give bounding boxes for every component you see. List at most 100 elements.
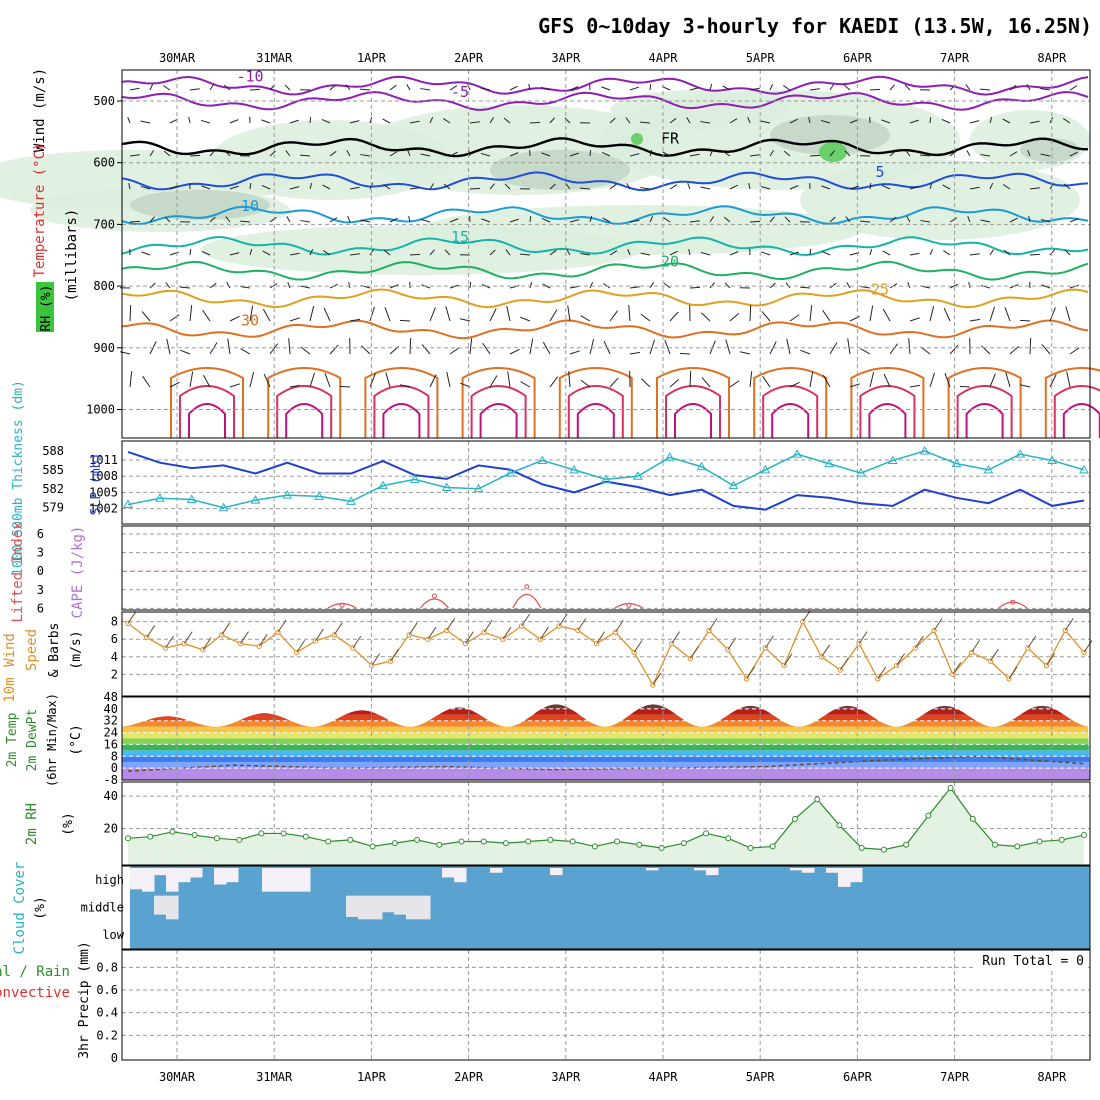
wind-barb xyxy=(169,185,179,190)
wind-barb xyxy=(907,281,911,289)
wind-barb xyxy=(700,121,711,124)
cloud-high-bar xyxy=(214,868,227,885)
rh-marker xyxy=(525,838,532,845)
wind-barb xyxy=(701,312,711,322)
wind-barb xyxy=(383,184,391,190)
cloud-middle-bar xyxy=(418,895,431,920)
date-label-bottom: 4APR xyxy=(649,1070,679,1084)
wind-barb xyxy=(1041,344,1051,355)
wind-barb xyxy=(829,84,835,91)
wind-barb xyxy=(847,338,851,355)
rh-marker xyxy=(236,836,243,843)
wind-barb xyxy=(505,249,511,256)
wind-barb xyxy=(821,250,831,256)
wind-barb xyxy=(609,377,619,388)
top-date-axis: 30MAR 31MAR 1APR 2APR 3APR 4APR 5APR 6APR 7APR 8A… xyxy=(159,51,1067,65)
wind-barb xyxy=(509,152,519,157)
warm-contour xyxy=(947,367,1022,438)
wind-barb xyxy=(869,88,880,91)
wind-barb xyxy=(549,376,559,388)
axis-title: & Barbs xyxy=(47,623,62,678)
wind-barb xyxy=(789,185,799,190)
wind-barb xyxy=(829,150,835,157)
rh-marker xyxy=(147,833,154,840)
rh-marker xyxy=(836,822,843,829)
thickness-marker xyxy=(537,455,548,464)
wind-barb xyxy=(468,149,471,157)
wind-barb xyxy=(209,150,215,157)
warm-contour xyxy=(576,403,615,438)
wind-barb xyxy=(829,342,838,355)
rh-marker xyxy=(925,812,932,819)
wind-barb xyxy=(503,117,511,124)
cloud-high-bar xyxy=(166,868,179,892)
wind-barb xyxy=(882,308,891,322)
wind-barb xyxy=(323,307,331,322)
wind-barb xyxy=(201,250,211,256)
wind-barb xyxy=(609,250,618,256)
wind-barb xyxy=(149,282,156,289)
wind-barb xyxy=(569,350,580,355)
rh-marker xyxy=(1014,843,1021,850)
wind-barb xyxy=(309,182,313,190)
panel-frame xyxy=(121,949,1091,1061)
wind-barb xyxy=(989,116,993,124)
wind-barb xyxy=(289,252,300,256)
panel-frame xyxy=(121,865,1091,950)
wind-barb xyxy=(1009,345,1020,355)
wind10m-barb xyxy=(764,635,774,649)
wind10m-barb xyxy=(746,666,756,680)
wind-barb xyxy=(822,309,831,322)
date-label-top: 31MAR xyxy=(256,51,293,65)
wind-barb xyxy=(481,218,491,223)
temperature-contour xyxy=(121,319,1089,340)
wind-barb xyxy=(449,85,458,91)
wind-barb xyxy=(809,248,812,256)
wind-barb xyxy=(1005,372,1011,388)
wind10m-barb xyxy=(1046,653,1055,666)
wind-barb xyxy=(339,385,351,388)
wind-barb xyxy=(541,152,551,157)
wind10m-barb xyxy=(352,635,362,649)
wind-barb xyxy=(904,84,911,91)
wind-barb xyxy=(942,184,951,190)
rh-marker xyxy=(814,796,821,803)
wind-barb xyxy=(149,216,155,223)
wind-barb xyxy=(369,183,374,190)
wind10m-barb xyxy=(671,631,681,644)
wind10m-line xyxy=(127,620,1085,687)
ytick-label: 800 xyxy=(93,279,115,293)
wind-barb xyxy=(1009,84,1017,91)
warm-contour xyxy=(170,367,244,438)
thickness-marker xyxy=(250,495,261,504)
wind-barb xyxy=(169,118,178,124)
precip-tick-label: 0.4 xyxy=(96,1006,118,1020)
date-label-top: 8APR xyxy=(1037,51,1067,65)
wind-barb xyxy=(528,83,531,91)
warm-contour xyxy=(285,403,324,438)
wind-barb xyxy=(1019,319,1031,322)
wind10m-barb xyxy=(296,640,306,653)
wind-barb xyxy=(749,371,753,388)
wind-barb xyxy=(869,371,875,388)
axis-title: Wind xyxy=(2,633,18,667)
panel-frame xyxy=(121,696,1091,781)
thickness-tick-label: 588 xyxy=(42,444,64,458)
thickness-line xyxy=(127,450,1085,509)
wind-barb xyxy=(240,220,251,223)
ytick-label: 600 xyxy=(93,156,115,170)
wind-barb xyxy=(169,314,180,322)
wind-barb xyxy=(809,371,814,388)
wind-barb xyxy=(846,282,851,289)
wind-barb xyxy=(346,150,351,157)
wind-barb xyxy=(1026,84,1031,91)
ytick-label: 500 xyxy=(93,94,115,108)
axis-title: 2m DewPt xyxy=(25,709,40,772)
axis-title: RH (%) xyxy=(39,285,54,332)
wind-barb xyxy=(506,305,511,322)
li-tick-label: 3 xyxy=(37,546,44,560)
rh-marker xyxy=(703,830,710,837)
wind-barb xyxy=(129,220,140,223)
wind10m-barb xyxy=(896,653,905,666)
wind10m-barb xyxy=(558,613,568,627)
